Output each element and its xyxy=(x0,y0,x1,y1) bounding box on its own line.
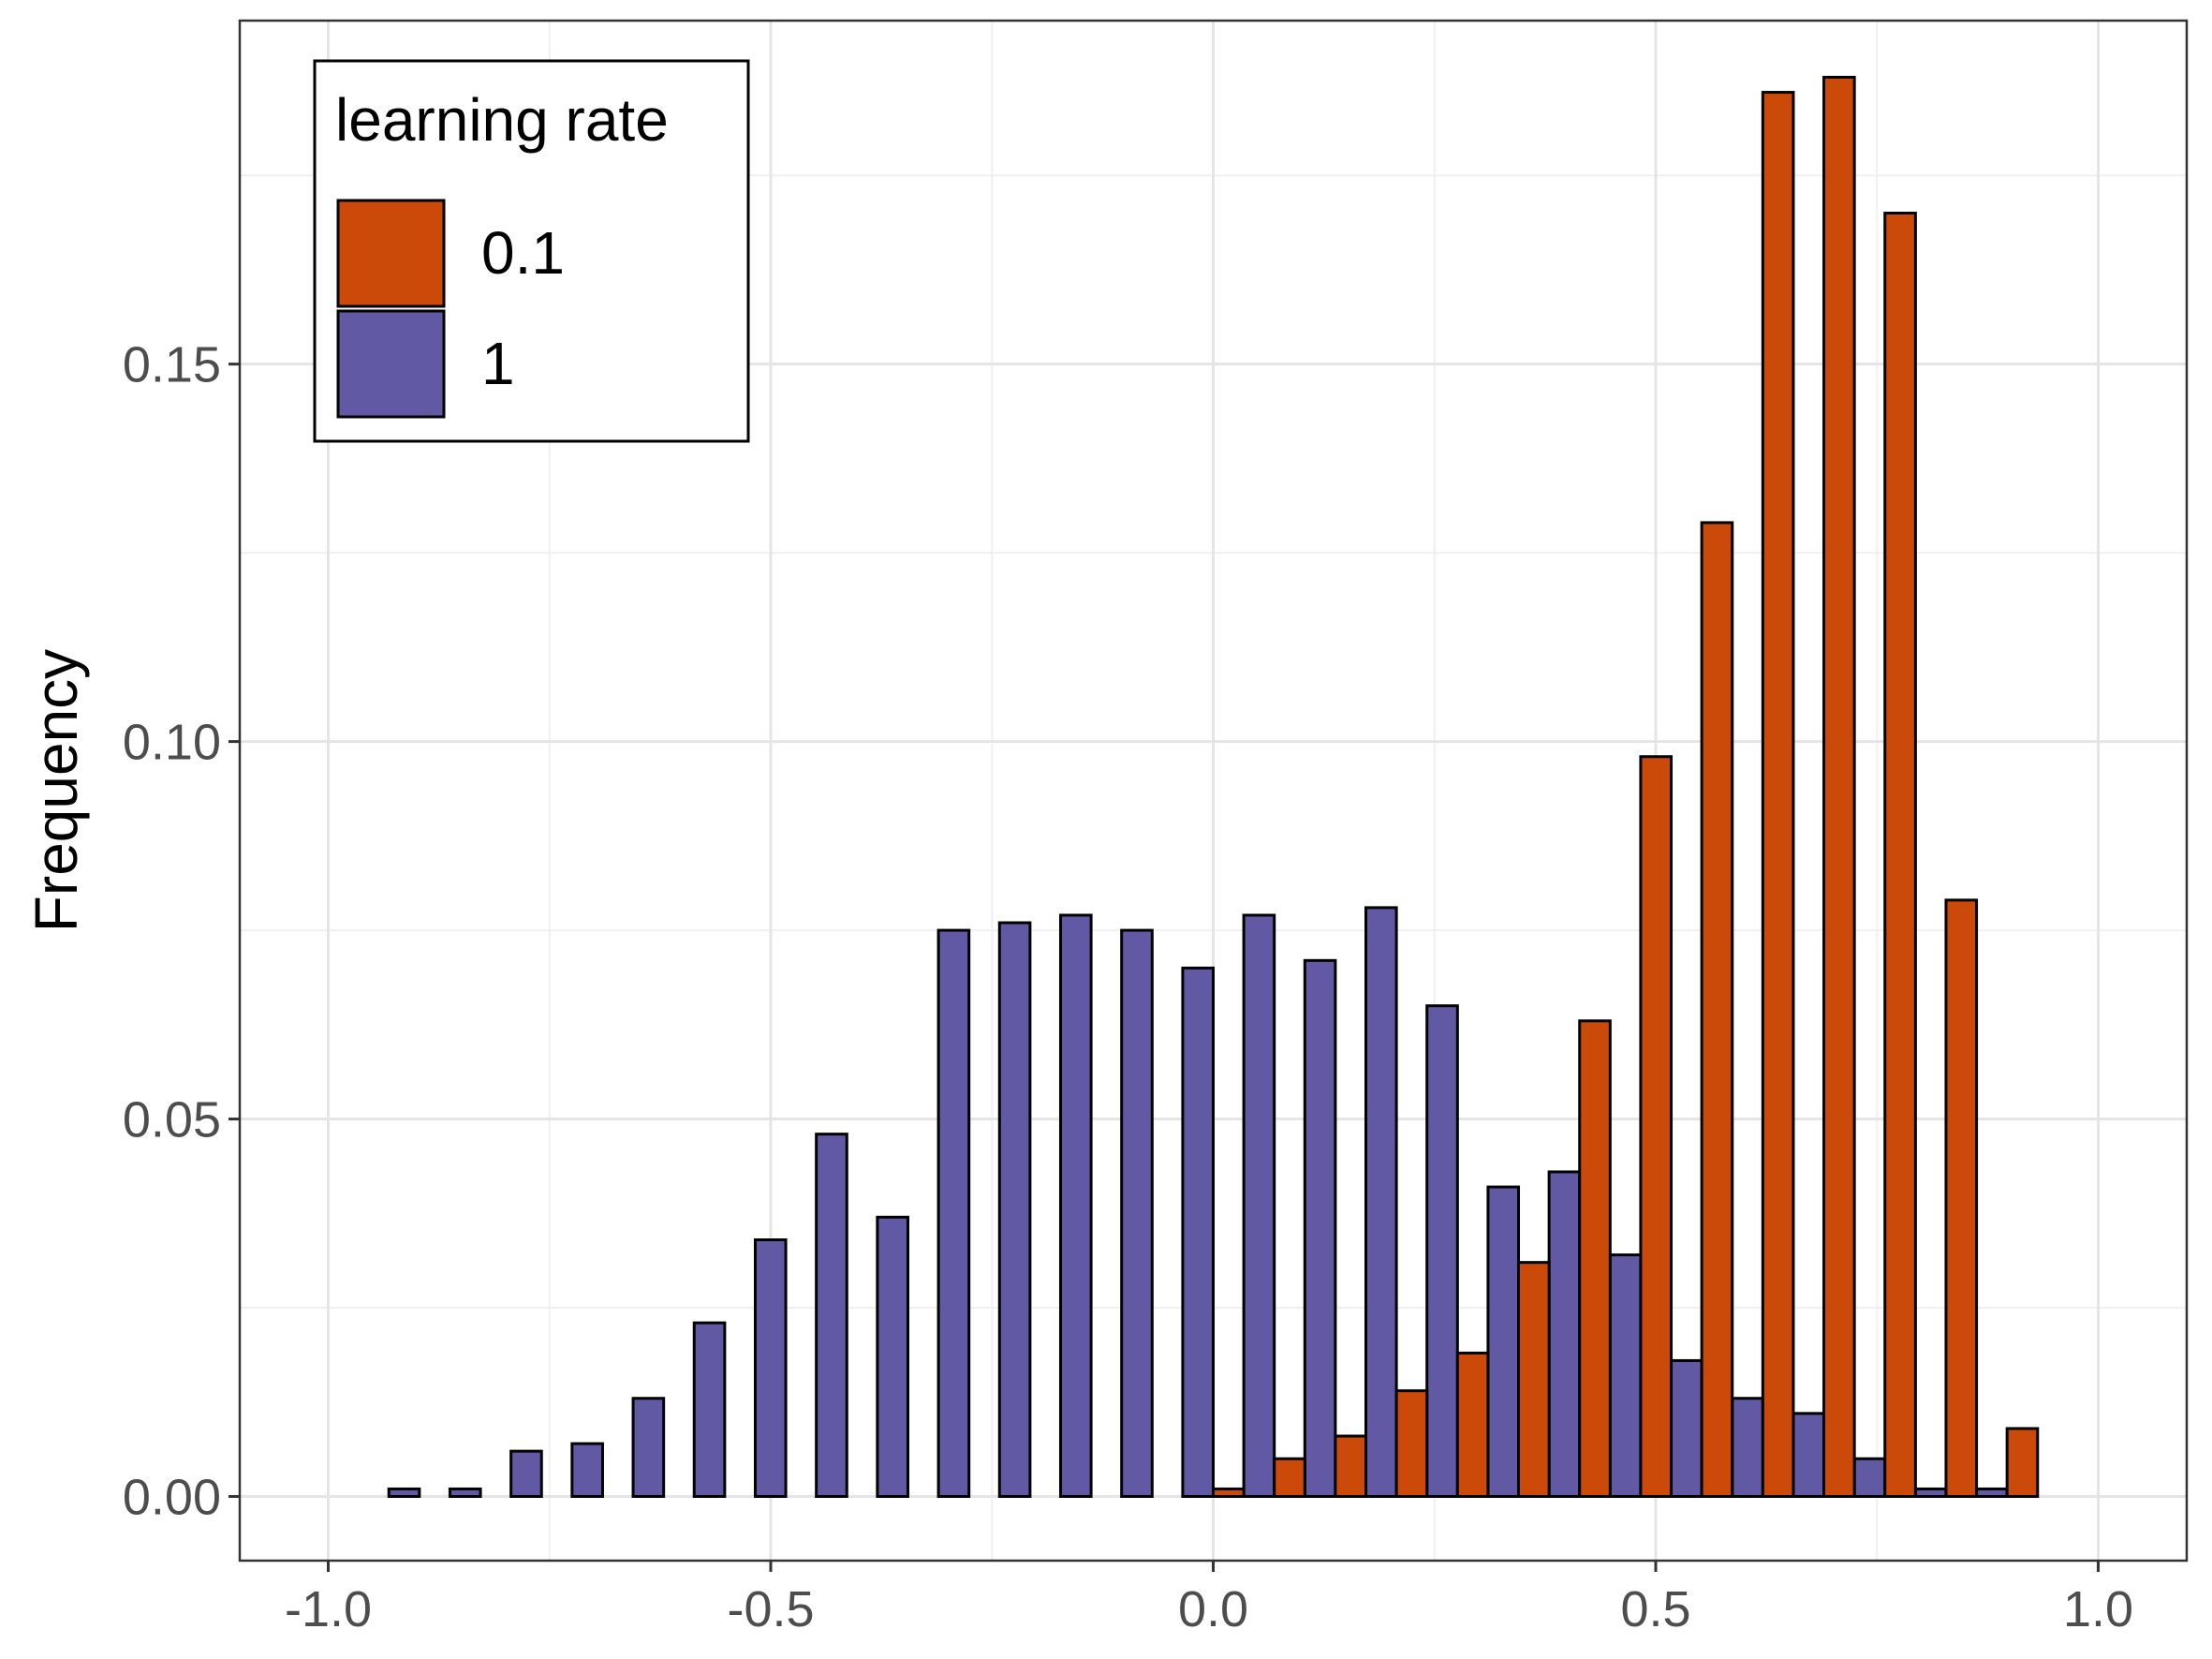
bar xyxy=(1975,1487,2009,1498)
legend: learning rate 0.11 xyxy=(313,59,750,443)
bar xyxy=(1578,1019,1612,1498)
bar xyxy=(1455,1351,1490,1498)
bar xyxy=(1822,75,1856,1499)
bar xyxy=(1120,928,1154,1498)
y-tick-label: 0.10 xyxy=(123,715,221,771)
bar xyxy=(1242,913,1276,1498)
bar xyxy=(1761,91,1795,1498)
bar xyxy=(997,921,1032,1498)
x-tick-label: -0.5 xyxy=(727,1581,814,1637)
y-tick-label: 0.05 xyxy=(123,1092,221,1148)
bar xyxy=(1608,1253,1643,1499)
legend-swatch xyxy=(336,199,446,308)
bar xyxy=(448,1487,482,1498)
bar xyxy=(753,1238,788,1498)
bar xyxy=(1700,521,1734,1498)
bar xyxy=(692,1321,727,1499)
y-axis-title: Frequency xyxy=(22,649,90,932)
x-tick-label: -1.0 xyxy=(285,1581,372,1637)
legend-label: 1 xyxy=(481,330,515,397)
bar xyxy=(1792,1412,1826,1498)
x-tick-label: 0.0 xyxy=(1178,1581,1248,1637)
bar xyxy=(1670,1358,1703,1498)
bar xyxy=(815,1133,848,1499)
legend-swatch xyxy=(336,309,446,419)
bar xyxy=(1913,1487,1948,1498)
bar xyxy=(1364,906,1398,1498)
bar xyxy=(1181,966,1215,1498)
bar xyxy=(1486,1185,1521,1499)
bar xyxy=(1944,898,1979,1498)
y-tick-label: 0.00 xyxy=(123,1470,221,1526)
bar xyxy=(2005,1427,2040,1498)
bar xyxy=(1058,913,1093,1498)
legend-label: 0.1 xyxy=(481,219,565,287)
bars xyxy=(387,75,2040,1499)
bar xyxy=(1394,1389,1429,1499)
bar xyxy=(1639,755,1674,1498)
bar xyxy=(1334,1434,1368,1499)
bar xyxy=(509,1449,543,1499)
bar xyxy=(570,1442,604,1499)
bar xyxy=(1731,1397,1764,1499)
bar xyxy=(1852,1457,1887,1499)
bar xyxy=(1547,1170,1582,1498)
y-axis: 0.00 0.05 0.10 0.15 xyxy=(123,337,240,1526)
y-tick-label: 0.15 xyxy=(123,337,221,393)
bar xyxy=(876,1215,909,1498)
legend-items: 0.11 xyxy=(336,199,565,419)
bar xyxy=(1273,1457,1306,1499)
bar xyxy=(1303,958,1337,1498)
x-tick-label: 0.5 xyxy=(1620,1581,1690,1637)
legend-title: learning rate xyxy=(335,86,669,154)
x-tick-label: 1.0 xyxy=(2063,1581,2133,1637)
bar xyxy=(387,1487,421,1498)
bar xyxy=(1212,1487,1246,1498)
x-axis: -1.0 -0.5 0.0 0.5 1.0 xyxy=(285,1561,2133,1637)
bar xyxy=(1883,212,1917,1498)
bar xyxy=(1517,1261,1551,1499)
bar xyxy=(936,928,971,1498)
bar xyxy=(1425,1004,1459,1499)
bar xyxy=(631,1397,666,1499)
